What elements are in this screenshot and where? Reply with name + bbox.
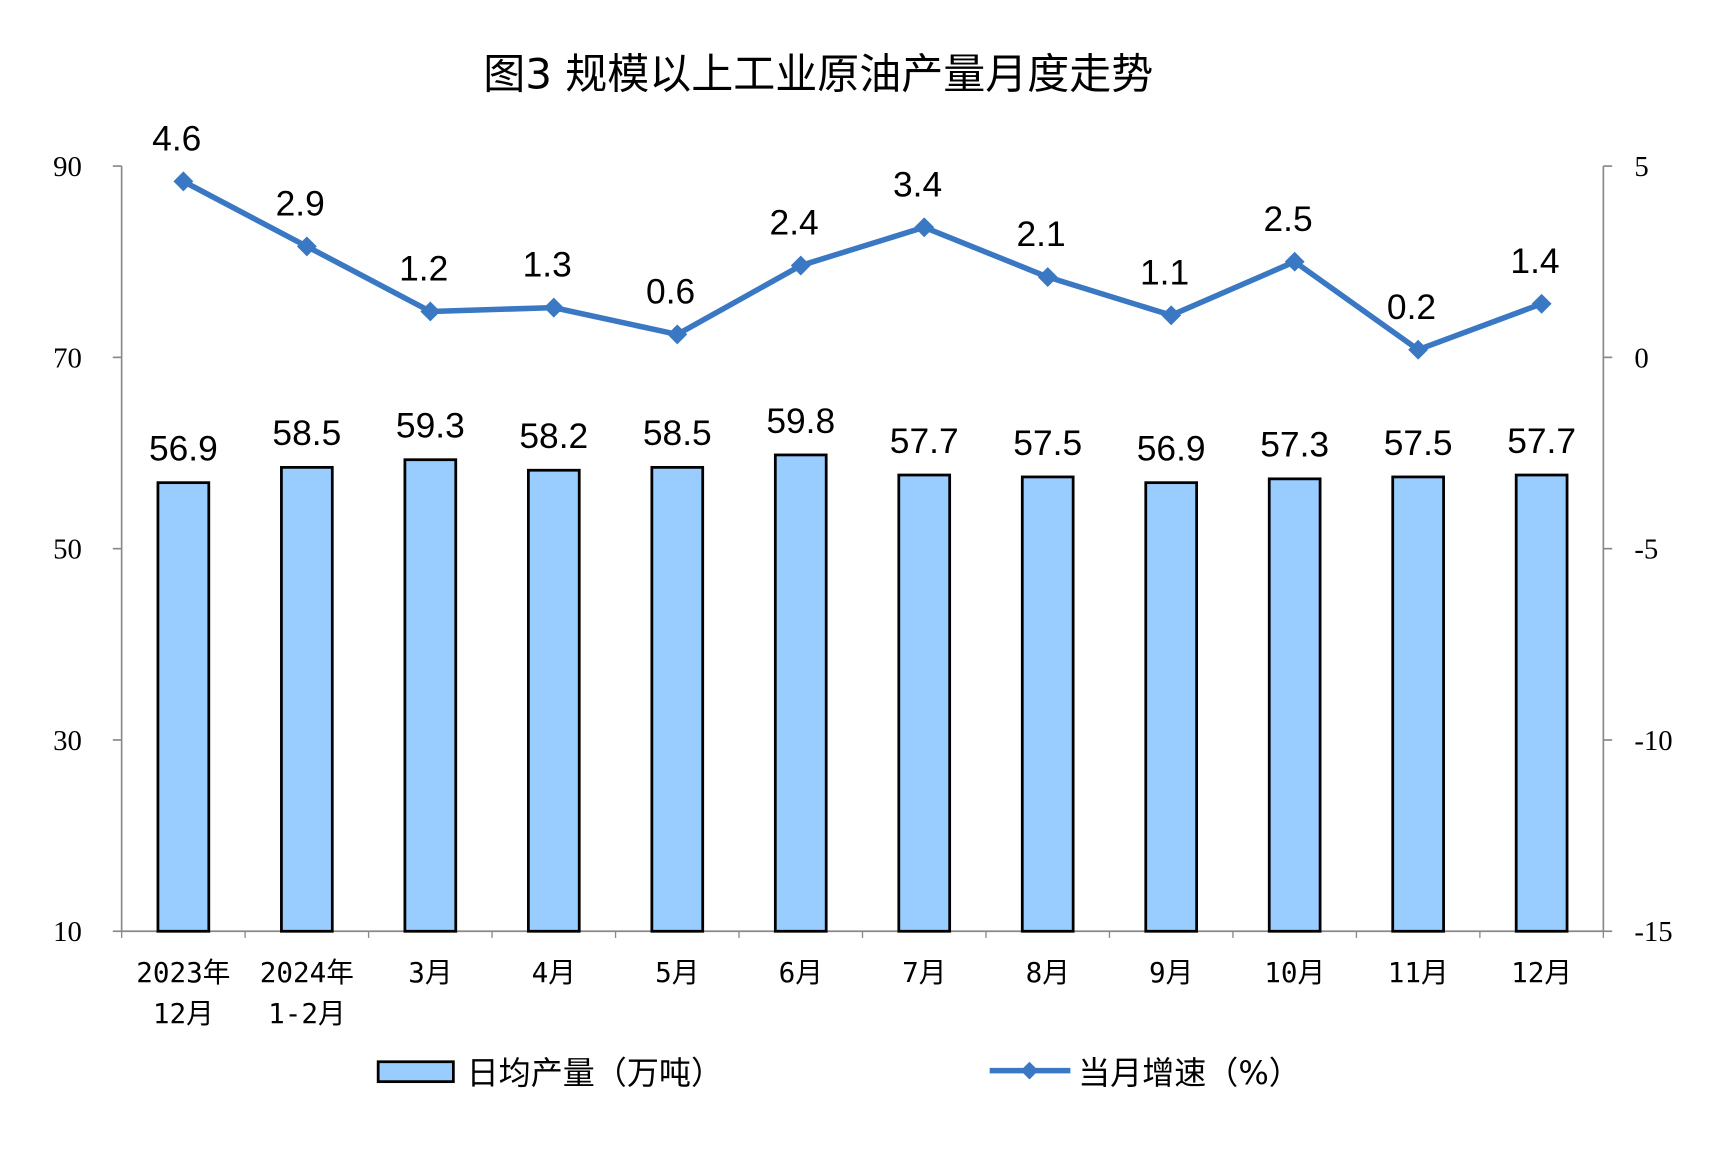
- line-data-label: 2.4: [770, 204, 819, 243]
- growth-line: 4.6 2.9 1.2 1.3 0.6 2.4 3.4 2.1 1.1 2.5 0.2 1.4: [152, 119, 1560, 360]
- bar: [897, 473, 952, 933]
- bar-data-label: 57.5: [1384, 424, 1453, 463]
- x-tick-label: 6月: [779, 956, 823, 989]
- x-tick-label: 12月: [1511, 956, 1572, 989]
- bar-data-label: 56.9: [1137, 430, 1206, 469]
- x-tick-label: 2023年: [136, 956, 230, 989]
- x-tick-label: 3月: [408, 956, 452, 989]
- diamond-marker: [1408, 339, 1429, 360]
- line-data-label: 0.6: [646, 272, 695, 311]
- growth-line-path: [182, 178, 1543, 353]
- diamond-marker: [543, 297, 564, 318]
- x-tick-label: 2024年: [260, 956, 354, 989]
- bar-data-label: 57.5: [1013, 424, 1082, 463]
- line-data-label: 2.5: [1263, 200, 1312, 239]
- bar-data-label: 56.9: [149, 430, 218, 469]
- left-tick-label: 50: [53, 534, 82, 566]
- right-tick-label: -10: [1634, 725, 1672, 757]
- legend-bar-label: 日均产量（万吨）: [467, 1054, 723, 1092]
- left-tick-label: 10: [53, 916, 82, 948]
- diamond-marker: [420, 301, 441, 322]
- x-tick-label: 7月: [902, 956, 946, 989]
- x-tick-label: 8月: [1026, 956, 1070, 989]
- bar-data-label: 58.2: [519, 417, 588, 456]
- x-tick-label: 10月: [1264, 956, 1325, 989]
- legend-diamond-icon: [1020, 1061, 1039, 1080]
- bar: [1391, 475, 1445, 933]
- bar-data-label: 57.3: [1260, 426, 1329, 465]
- bar-data-label: 59.8: [766, 402, 835, 441]
- left-tick-label: 90: [53, 151, 82, 183]
- bar: [156, 481, 211, 933]
- line-data-label: 2.1: [1016, 215, 1065, 254]
- line-data-label: 1.1: [1140, 253, 1189, 292]
- diamond-marker: [296, 236, 317, 257]
- line-data-label: 1.2: [399, 249, 448, 288]
- left-tick-label: 30: [53, 725, 82, 757]
- bar-data-label: 57.7: [1507, 422, 1576, 461]
- left-tick-label: 70: [53, 342, 82, 374]
- line-data-label: 1.4: [1510, 242, 1559, 281]
- diamond-marker: [667, 324, 688, 345]
- chart-title: 图3 规模以上工业原油产量月度走势: [483, 50, 1153, 99]
- bar: [650, 465, 705, 933]
- right-tick-label: -5: [1634, 534, 1658, 566]
- line-data-label: 2.9: [276, 184, 325, 223]
- diamond-marker: [914, 217, 935, 238]
- bar: [526, 468, 581, 933]
- x-tick-label: 5月: [655, 956, 699, 989]
- diamond-marker: [1531, 293, 1552, 314]
- bar: [1144, 481, 1199, 933]
- axes: 10 30 50 70 90 -15 -10 -5 0 5 2023年 12月 2024年 1-2月 3月 4…: [53, 151, 1673, 1030]
- diamond-marker: [1161, 305, 1182, 326]
- x-tick-label: 1-2月: [268, 997, 346, 1030]
- diamond-marker: [173, 171, 194, 192]
- bar: [280, 465, 334, 933]
- right-tick-label: -15: [1634, 916, 1672, 948]
- bar-data-label: 57.7: [890, 422, 959, 461]
- bars: 56.9 58.5 59.3 58.2 58.5 59.8 57.7 57.5 56.9 57.3…: [149, 402, 1576, 933]
- line-data-label: 1.3: [523, 246, 572, 285]
- right-tick-label: 0: [1634, 342, 1648, 374]
- diamond-marker: [1037, 267, 1058, 287]
- bar: [1020, 475, 1075, 933]
- bar: [403, 458, 458, 933]
- legend-bar-swatch: [376, 1060, 455, 1084]
- right-tick-label: 5: [1634, 151, 1648, 183]
- bar-data-label: 58.5: [272, 414, 341, 453]
- bar: [1267, 477, 1322, 933]
- x-tick-label: 9月: [1149, 956, 1193, 989]
- line-data-label: 3.4: [893, 165, 942, 204]
- bar-data-label: 58.5: [643, 414, 712, 453]
- legend: 日均产量（万吨） 当月增速（%）: [376, 1054, 1301, 1092]
- x-tick-label: 11月: [1388, 956, 1449, 989]
- bar-data-label: 59.3: [396, 407, 465, 446]
- bar: [773, 453, 828, 933]
- x-tick-label: 12月: [153, 997, 214, 1030]
- line-data-label: 4.6: [152, 119, 201, 158]
- bar: [1514, 473, 1569, 933]
- line-data-label: 0.2: [1387, 288, 1436, 327]
- x-tick-label: 4月: [532, 956, 576, 989]
- legend-line-label: 当月增速（%）: [1078, 1054, 1301, 1092]
